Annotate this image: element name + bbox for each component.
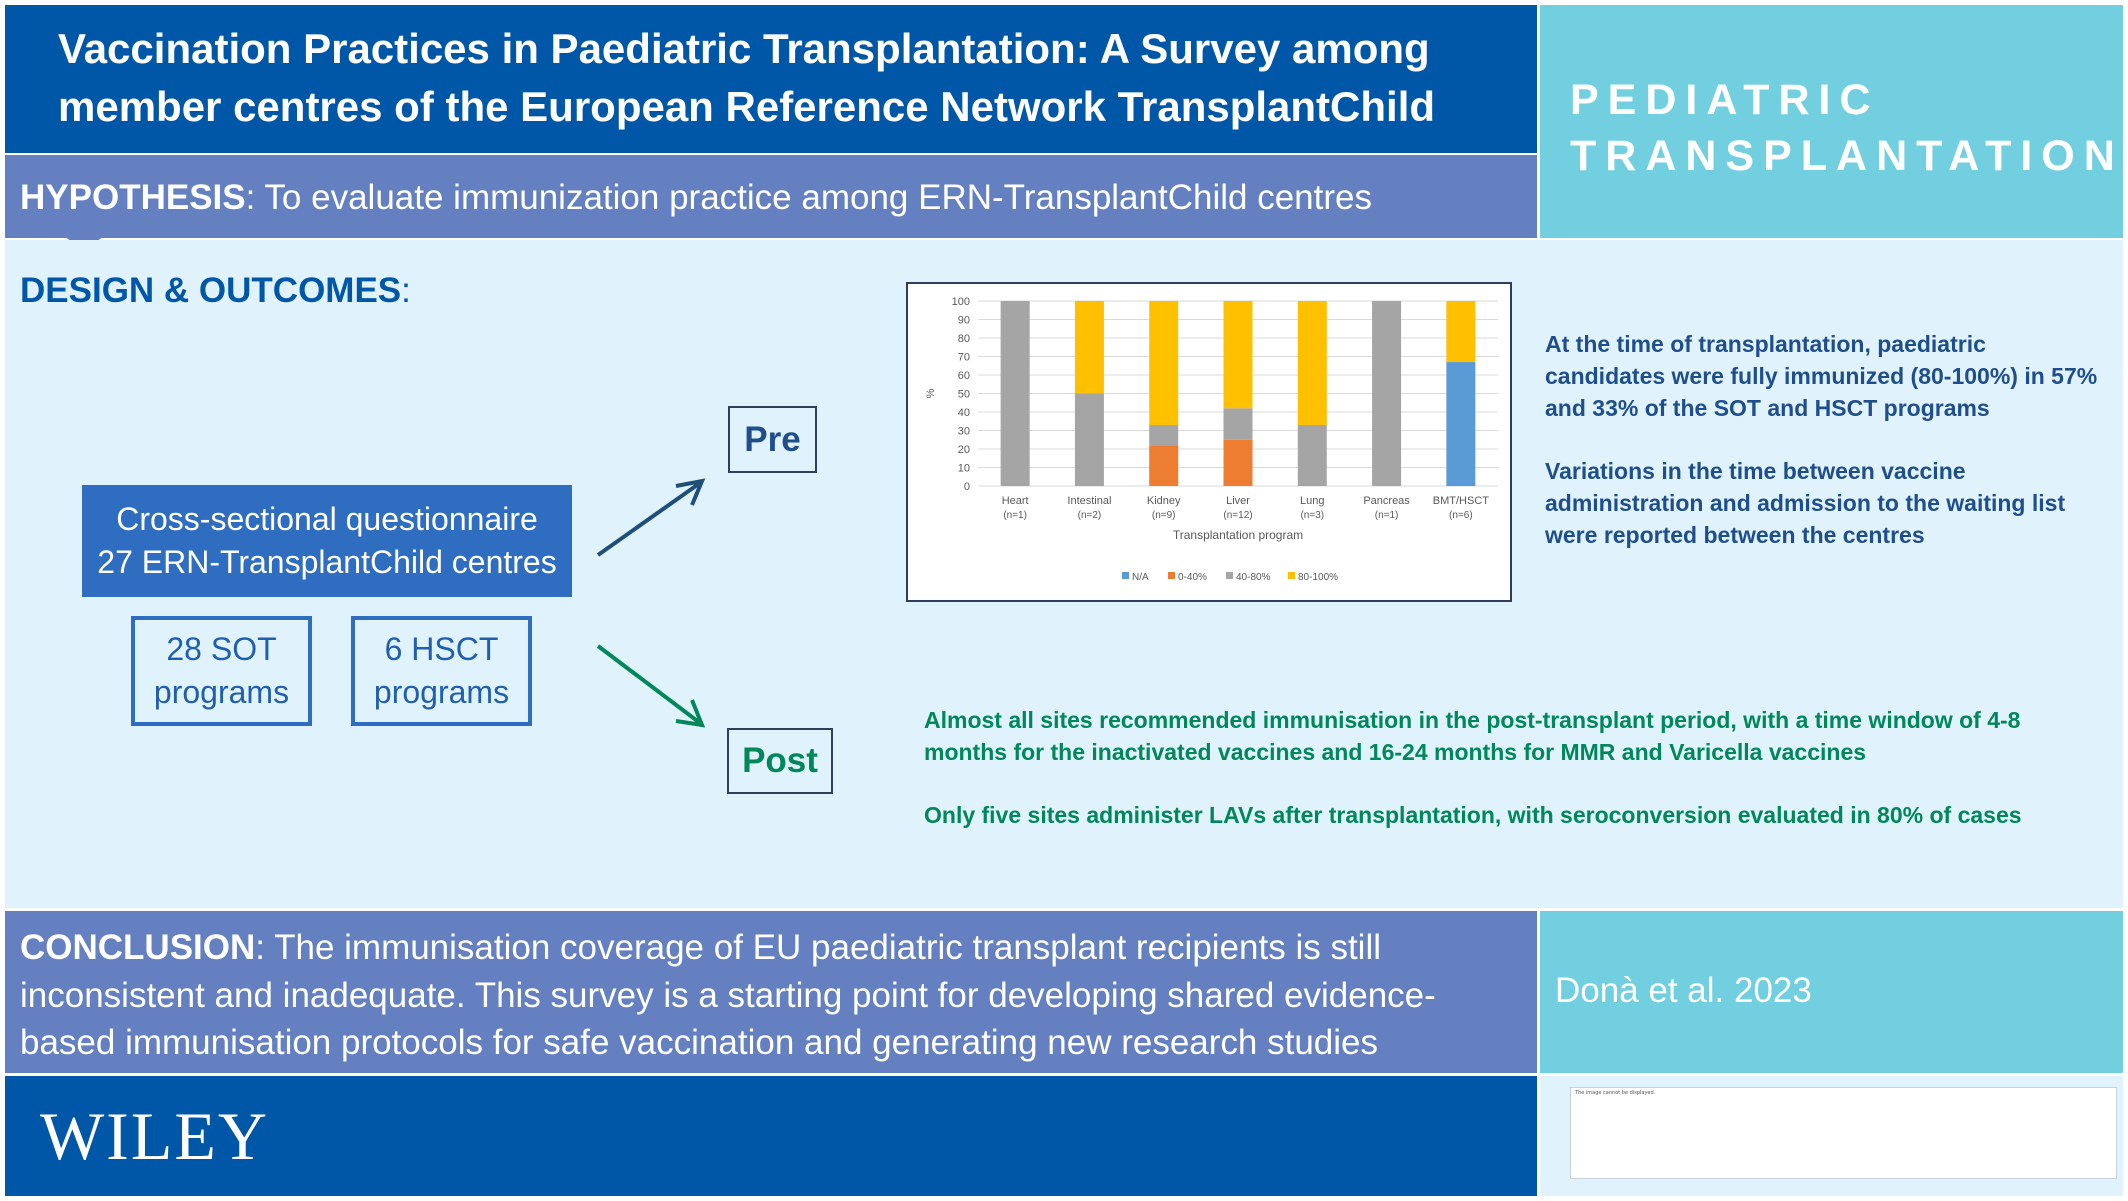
conclusion-label: CONCLUSION [20, 928, 256, 967]
x-tick-count: (n=3) [1300, 510, 1324, 521]
x-tick-label: BMT/HSCT [1433, 495, 1490, 507]
x-tick-count: (n=2) [1078, 510, 1102, 521]
poster-title: Vaccination Practices in Paediatric Tran… [58, 20, 1528, 136]
journal-name: PEDIATRIC TRANSPLANTATION [1570, 72, 2120, 184]
y-tick-label: 30 [958, 426, 970, 438]
y-tick-label: 90 [958, 315, 970, 327]
legend-label: N/A [1132, 572, 1149, 583]
title-line-2: member centres of the European Reference… [58, 83, 1436, 130]
title-line-1: Vaccination Practices in Paediatric Tran… [58, 25, 1430, 72]
bar-segment [1074, 301, 1104, 394]
bar-segment [1372, 301, 1402, 486]
hypothesis-bar [5, 155, 1537, 238]
post-box: Post [727, 728, 833, 794]
broken-image-placeholder: The image cannot be displayed. [1570, 1087, 2117, 1179]
y-tick-label: 70 [958, 352, 970, 364]
legend-swatch [1288, 572, 1295, 579]
sot-line-2: programs [153, 674, 290, 710]
hsct-line-2: programs [373, 674, 510, 710]
x-tick-label: Liver [1226, 495, 1250, 507]
questionnaire-box: Cross-sectional questionnaire 27 ERN-Tra… [82, 485, 572, 597]
sot-line-1: 28 SOT [166, 631, 277, 667]
post-finding-1: Almost all sites recommended immunisatio… [924, 707, 2021, 765]
hypothesis-label: HYPOTHESIS [20, 178, 246, 217]
x-tick-label: Pancreas [1363, 495, 1410, 507]
y-tick-label: 80 [958, 333, 970, 345]
x-tick-label: Heart [1002, 495, 1029, 507]
bar-segment [1149, 301, 1179, 425]
pre-findings: At the time of transplantation, paediatr… [1545, 328, 2105, 582]
broken-image-text: The image cannot be displayed. [1575, 1090, 1656, 1096]
citation-panel [1540, 911, 2123, 1073]
design-label: DESIGN & OUTCOMES [20, 271, 402, 310]
pre-box: Pre [728, 406, 817, 473]
stacked-bar-chart: 0 10 20 30 40 50 60 70 80 90 100% Heart (n=1) Intesti… [925, 296, 1498, 583]
hypothesis-text: HYPOTHESIS: To evaluate immunization pra… [20, 175, 1372, 221]
design-heading: DESIGN & OUTCOMES: [20, 268, 411, 314]
bar-segment [1149, 445, 1179, 486]
bar-segment [1074, 393, 1104, 486]
pre-label: Pre [744, 419, 801, 459]
pre-finding-1: At the time of transplantation, paediatr… [1545, 331, 2098, 421]
post-finding-2: Only five sites administer LAVs after tr… [924, 802, 2022, 828]
x-axis-label: Transplantation program [1173, 528, 1303, 542]
wiley-logo: WILEY [40, 1098, 270, 1174]
post-findings: Almost all sites recommended immunisatio… [924, 704, 2074, 862]
pre-finding-2: Variations in the time between vaccine a… [1545, 458, 2066, 548]
journal-panel [1540, 5, 2123, 238]
y-tick-label: 10 [958, 463, 970, 475]
x-tick-label: Lung [1300, 495, 1324, 507]
hsct-line-1: 6 HSCT [384, 631, 499, 667]
journal-name-line-1: PEDIATRIC [1570, 76, 1880, 124]
sot-programs-box: 28 SOT programs [131, 616, 312, 726]
legend-label: 80-100% [1298, 572, 1338, 583]
y-tick-label: 50 [958, 389, 970, 401]
x-tick-count: (n=6) [1449, 510, 1473, 521]
design-suffix: : [401, 271, 411, 310]
post-label: Post [742, 741, 818, 780]
x-tick-count: (n=1) [1003, 510, 1027, 521]
footer-bar [5, 1076, 1537, 1196]
legend-label: 40-80% [1236, 572, 1271, 583]
conclusion-body: : The immunisation coverage of EU paedia… [20, 928, 1436, 1062]
legend-swatch [1168, 572, 1175, 579]
x-tick-label: Kidney [1147, 495, 1181, 507]
bar-segment [1223, 439, 1253, 486]
bar-segment [1446, 362, 1476, 486]
citation: Donà et al. 2023 [1555, 971, 1812, 1010]
title-bar [5, 5, 1537, 153]
y-tick-label: 100 [952, 296, 970, 308]
x-tick-label: Intestinal [1067, 495, 1111, 507]
legend-swatch [1122, 572, 1129, 579]
conclusion-text: CONCLUSION: The immunisation coverage of… [20, 924, 1520, 1067]
journal-name-line-2: TRANSPLANTATION [1570, 132, 2124, 180]
legend-swatch [1226, 572, 1233, 579]
bar-segment [1446, 301, 1476, 363]
y-tick-label: 40 [958, 407, 970, 419]
y-tick-label: 60 [958, 370, 970, 382]
bar-segment [1223, 408, 1253, 440]
hsct-programs-box: 6 HSCT programs [351, 616, 532, 726]
y-tick-label: 20 [958, 444, 970, 456]
x-tick-count: (n=1) [1375, 510, 1399, 521]
hypothesis-body: : To evaluate immunization practice amon… [245, 178, 1372, 217]
chart-frame: 0 10 20 30 40 50 60 70 80 90 100% Heart (n=1) Intesti… [906, 282, 1512, 602]
y-axis-label: % [925, 388, 937, 398]
x-tick-count: (n=12) [1223, 510, 1252, 521]
y-tick-label: 0 [964, 481, 970, 493]
questionnaire-line-2: 27 ERN-TransplantChild centres [97, 544, 557, 580]
questionnaire-line-1: Cross-sectional questionnaire [116, 501, 538, 537]
bar-segment [1223, 301, 1253, 409]
bar-segment [1297, 424, 1327, 486]
bar-segment [1000, 301, 1030, 486]
legend-label: 0-40% [1178, 572, 1207, 583]
bar-segment [1297, 301, 1327, 425]
x-tick-count: (n=9) [1152, 510, 1176, 521]
conclusion-bar [5, 911, 1537, 1073]
bar-segment [1149, 424, 1179, 446]
